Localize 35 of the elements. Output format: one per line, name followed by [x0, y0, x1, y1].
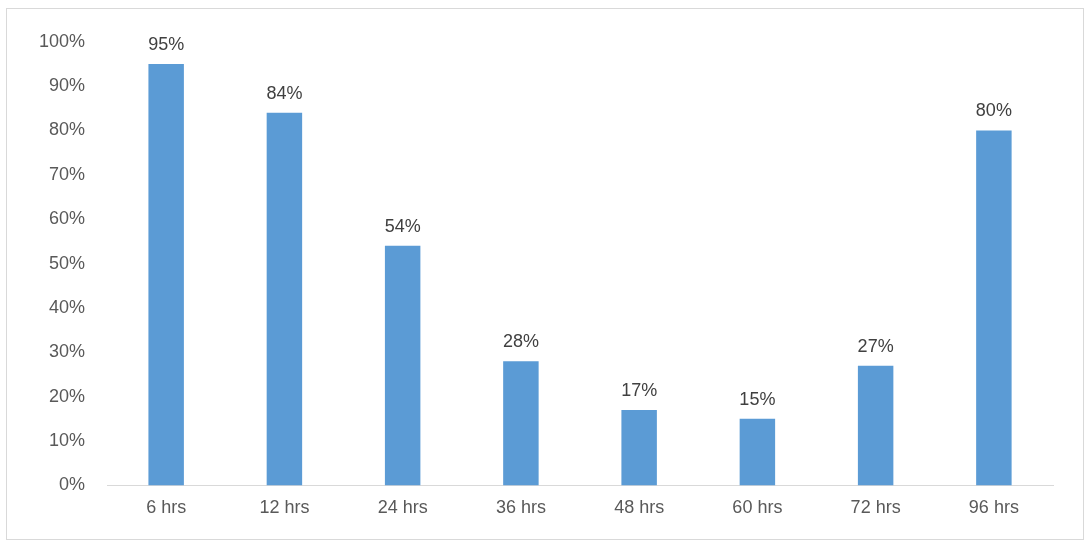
y-tick-label: 60% — [49, 208, 86, 229]
bar — [266, 112, 303, 486]
bar — [739, 418, 776, 486]
y-tick-label: 80% — [49, 119, 86, 140]
data-label: 28% — [502, 331, 539, 352]
y-tick-label: 40% — [49, 296, 86, 317]
x-tick-label: 72 hrs — [850, 497, 901, 518]
data-label: 54% — [384, 215, 421, 236]
x-tick-label: 12 hrs — [259, 497, 310, 518]
data-label: 95% — [148, 33, 185, 54]
x-tick-label: 96 hrs — [968, 497, 1019, 518]
bar — [857, 365, 894, 486]
data-label: 15% — [739, 388, 776, 409]
x-tick-label: 24 hrs — [377, 497, 428, 518]
y-tick-label: 100% — [38, 30, 86, 51]
x-tick-label: 60 hrs — [732, 497, 783, 518]
data-label: 27% — [857, 335, 894, 356]
x-tick-label: 6 hrs — [146, 497, 187, 518]
y-tick-label: 90% — [49, 75, 86, 96]
bar — [621, 409, 657, 486]
y-tick-label: 20% — [49, 385, 86, 406]
x-tick-label: 36 hrs — [495, 497, 546, 518]
bar — [976, 130, 1012, 486]
data-label: 80% — [975, 100, 1012, 121]
data-label: 84% — [266, 82, 303, 103]
y-tick-label: 10% — [49, 430, 86, 451]
data-label: 17% — [621, 379, 658, 400]
y-tick-label: 0% — [59, 474, 86, 495]
y-tick-label: 70% — [49, 163, 86, 184]
bar — [503, 361, 539, 486]
y-tick-label: 50% — [49, 252, 86, 273]
bar — [148, 63, 184, 486]
bar — [384, 245, 421, 486]
y-tick-label: 30% — [49, 341, 86, 362]
x-tick-label: 48 hrs — [614, 497, 665, 518]
